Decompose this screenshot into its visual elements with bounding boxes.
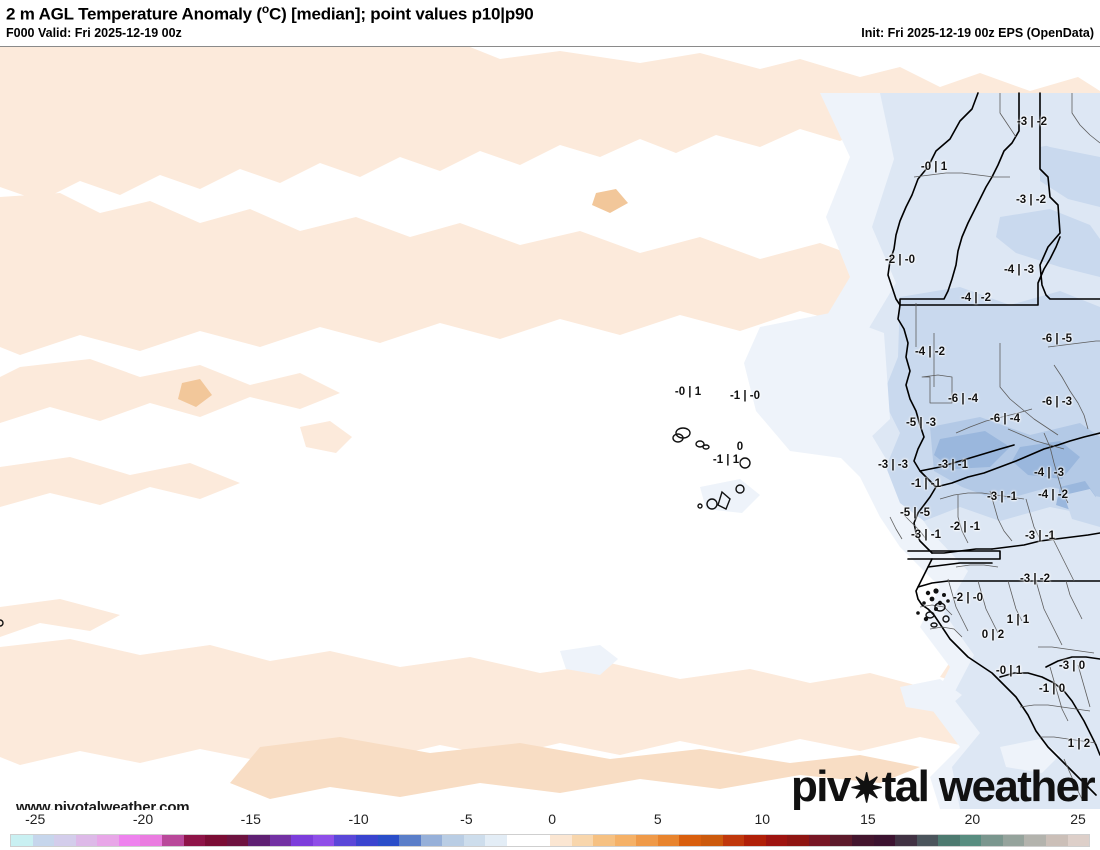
- colorbar-swatch[interactable]: [593, 835, 615, 846]
- colorbar-swatch[interactable]: [118, 835, 141, 846]
- colorbar-tick-labels: -25 -20 -15 -10 -5 0 5 10 15 20 25: [0, 810, 1100, 832]
- colorbar-swatch[interactable]: [787, 835, 809, 846]
- colorbar-swatch[interactable]: [11, 835, 33, 846]
- colorbar-swatch[interactable]: [1046, 835, 1068, 846]
- admin-boundaries: [889, 93, 1100, 800]
- colorbar-tick: 5: [653, 811, 662, 827]
- colorbar[interactable]: -25 -20 -15 -10 -5 0 5 10 15 20 25: [0, 810, 1100, 850]
- colorbar-swatch[interactable]: [657, 835, 680, 846]
- colorbar-tick: 15: [860, 811, 876, 827]
- warm-anomaly-field: [0, 47, 1100, 799]
- colorbar-swatch[interactable]: [269, 835, 292, 846]
- init-time-label: Init: Fri 2025-12-19 00z EPS (OpenData): [861, 26, 1094, 40]
- colorbar-swatch[interactable]: [571, 835, 594, 846]
- colorbar-swatch[interactable]: [377, 835, 400, 846]
- colorbar-tick: 10: [754, 811, 771, 827]
- country-borders: [887, 92, 1100, 796]
- colorbar-swatch[interactable]: [916, 835, 939, 846]
- gear-icon: ✷: [849, 767, 884, 811]
- colorbar-swatch[interactable]: [54, 835, 76, 846]
- colorbar-swatch[interactable]: [1024, 835, 1046, 846]
- islands: [0, 427, 950, 628]
- page-title: 2 m AGL Temperature Anomaly (oC) [median…: [6, 2, 534, 24]
- colorbar-swatch[interactable]: [550, 835, 572, 846]
- colorbar-swatch[interactable]: [765, 835, 788, 846]
- colorbar-swatch[interactable]: [161, 835, 184, 846]
- colorbar-swatch[interactable]: [248, 835, 270, 846]
- colorbar-swatch[interactable]: [291, 835, 313, 846]
- colorbar-swatch[interactable]: [32, 835, 55, 846]
- colorbar-swatch[interactable]: [356, 835, 378, 846]
- colorbar-tick: -5: [460, 811, 473, 827]
- colorbar-tick: -25: [25, 811, 46, 827]
- site-url-watermark: www.pivotalweather.com: [16, 799, 190, 811]
- colorbar-tick: -15: [240, 811, 261, 827]
- colorbar-swatch[interactable]: [722, 835, 745, 846]
- colorbar-swatch[interactable]: [981, 835, 1003, 846]
- header: 2 m AGL Temperature Anomaly (oC) [median…: [0, 0, 1100, 46]
- colorbar-swatch[interactable]: [1067, 835, 1090, 846]
- colorbar-swatch[interactable]: [97, 835, 119, 846]
- colorbar-swatches[interactable]: [10, 834, 1090, 847]
- colorbar-swatch[interactable]: [183, 835, 206, 846]
- colorbar-tick: -10: [348, 811, 369, 827]
- colorbar-tick: 20: [964, 811, 981, 827]
- colorbar-swatch[interactable]: [959, 835, 982, 846]
- colorbar-swatch[interactable]: [399, 835, 421, 846]
- colorbar-swatch[interactable]: [636, 835, 658, 846]
- bissau-archipelago: [916, 588, 950, 622]
- map-graphic: [0, 47, 1100, 809]
- colorbar-swatch[interactable]: [895, 835, 917, 846]
- colorbar-swatch[interactable]: [226, 835, 249, 846]
- colorbar-swatch[interactable]: [1002, 835, 1025, 846]
- colorbar-swatch[interactable]: [334, 835, 356, 846]
- colorbar-tick: 25: [1070, 811, 1086, 827]
- colorbar-swatch[interactable]: [75, 835, 98, 846]
- colorbar-swatch[interactable]: [679, 835, 701, 846]
- colorbar-swatch[interactable]: [312, 835, 335, 846]
- map-canvas[interactable]: -3 | -2 -3 | -2 -0 | 1 -2 | -0 -4 | -3 -4 | -…: [0, 46, 1100, 811]
- colorbar-swatch[interactable]: [205, 835, 227, 846]
- colorbar-swatch[interactable]: [808, 835, 831, 846]
- colorbar-swatch[interactable]: [420, 835, 443, 846]
- colorbar-swatch[interactable]: [614, 835, 637, 846]
- colorbar-tick: 0: [548, 811, 557, 827]
- header-subrow: F000 Valid: Fri 2025-12-19 00z Init: Fri…: [0, 26, 1100, 44]
- colorbar-swatch[interactable]: [851, 835, 874, 846]
- colorbar-tick: -20: [132, 811, 154, 827]
- colorbar-swatch[interactable]: [463, 835, 486, 846]
- colorbar-swatch[interactable]: [873, 835, 896, 846]
- cool-anomaly-field: [560, 93, 1100, 809]
- colorbar-swatch[interactable]: [485, 835, 507, 846]
- colorbar-swatch[interactable]: [506, 835, 529, 846]
- colorbar-swatch[interactable]: [701, 835, 723, 846]
- colorbar-swatch[interactable]: [140, 835, 162, 846]
- valid-time-label: F000 Valid: Fri 2025-12-19 00z: [6, 26, 182, 40]
- colorbar-swatch[interactable]: [528, 835, 551, 846]
- pivotal-weather-logo: piv✷tal weather: [791, 762, 1096, 811]
- colorbar-swatch[interactable]: [744, 835, 766, 846]
- colorbar-swatch[interactable]: [830, 835, 852, 846]
- colorbar-swatch[interactable]: [938, 835, 960, 846]
- colorbar-swatch[interactable]: [442, 835, 464, 846]
